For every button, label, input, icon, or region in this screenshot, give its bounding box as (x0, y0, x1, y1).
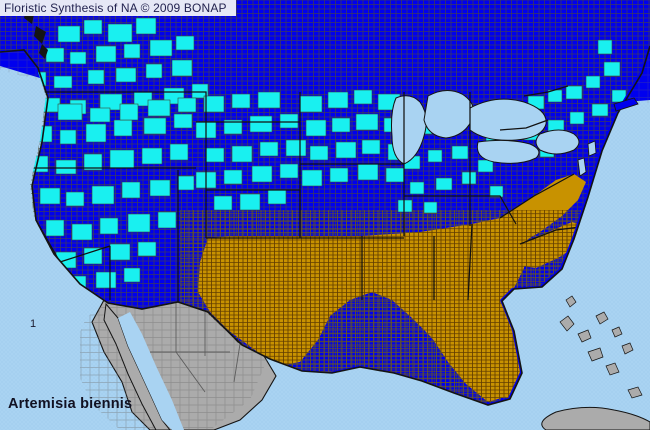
great-lakes (391, 90, 580, 165)
coastal-detail (24, 10, 48, 59)
pacific-index-mark: 1 (30, 318, 37, 330)
mexico-and-islands (80, 295, 650, 430)
usa-coastline (0, 45, 650, 406)
title-bar: Floristic Synthesis of NA © 2009 BONAP (0, 0, 236, 16)
title-text: Floristic Synthesis of NA © 2009 BONAP (4, 1, 227, 15)
species-name-caption: Artemisia biennis (8, 396, 133, 412)
